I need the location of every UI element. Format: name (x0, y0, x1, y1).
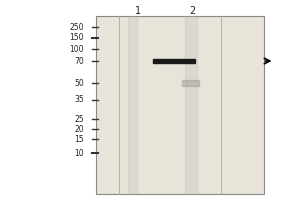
Bar (182, 80, 199, 86)
Text: 100: 100 (70, 45, 84, 53)
Bar (184, 16, 196, 194)
Text: 150: 150 (70, 33, 84, 43)
Text: 70: 70 (74, 56, 84, 66)
Text: 25: 25 (74, 114, 84, 123)
Text: 250: 250 (70, 22, 84, 31)
Text: 1: 1 (135, 6, 141, 16)
Bar (128, 16, 136, 194)
Text: 2: 2 (189, 6, 195, 16)
Text: 50: 50 (74, 78, 84, 88)
Bar (153, 59, 195, 63)
Text: 15: 15 (74, 134, 84, 144)
Text: 10: 10 (74, 148, 84, 158)
Text: 20: 20 (74, 124, 84, 134)
Bar (96, 16, 264, 194)
Text: 35: 35 (74, 96, 84, 104)
